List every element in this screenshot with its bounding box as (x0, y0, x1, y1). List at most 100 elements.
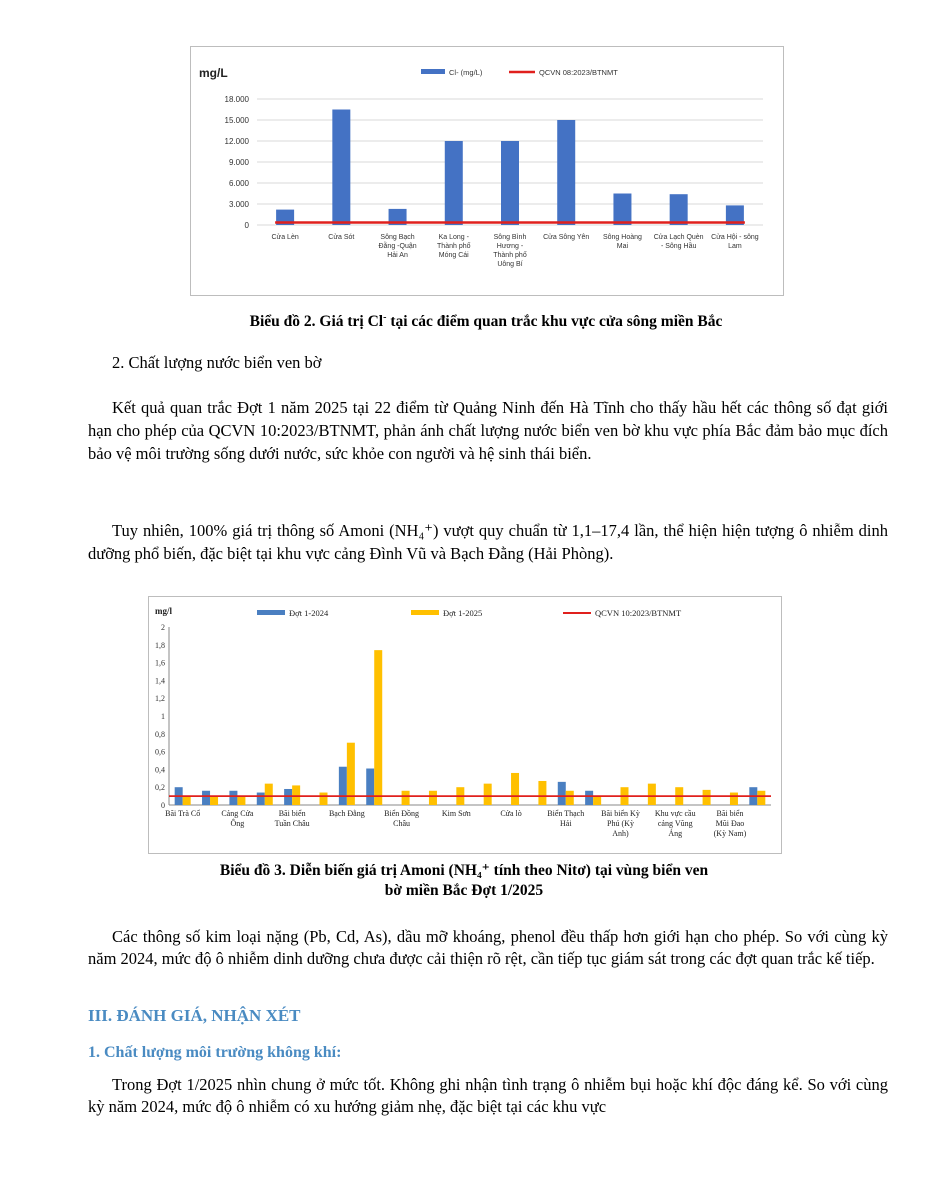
y-tick-label: 1,2 (155, 694, 165, 703)
section3-heading: III. ĐÁNH GIÁ, NHẬN XÉT (88, 1006, 301, 1025)
chart1-caption: Biểu đồ 2. Giá trị Cl- tại các điểm quan… (190, 312, 782, 331)
category-label: Bãi biển (717, 809, 744, 818)
y-tick-label: 1 (161, 712, 165, 721)
bar-2025 (237, 796, 246, 805)
category-label: Áng (668, 828, 682, 838)
y-axis-label: mg/l (155, 606, 172, 616)
bar-2025 (374, 650, 383, 805)
category-label: Hải An (387, 252, 408, 259)
ammonium-chart-svg: mg/l 0 0,2 0,4 0,6 0,8 1 1,2 1,4 1,6 1,8 2 Đợt 1-202… (155, 606, 771, 838)
cl-bar (388, 208, 407, 225)
section2-title: 2. Chất lượng nước biển ven bờ (112, 353, 322, 372)
bar-2025 (538, 780, 547, 805)
legend-label-cl: Cl- (mg/L) (449, 68, 483, 77)
paragraph-4: Trong Đợt 1/2025 nhìn chung ở mức tốt. K… (88, 1074, 888, 1118)
y-tick-label: 12.000 (225, 137, 250, 146)
paragraph-3: Các thông số kim loại nặng (Pb, Cd, As),… (88, 926, 888, 970)
legend-swatch-2025 (411, 610, 439, 615)
chart1-caption-sup: - (383, 312, 387, 323)
category-label: Anh) (612, 829, 629, 838)
category-label: Thành phố (437, 241, 471, 250)
y-tick-label: 18.000 (225, 95, 250, 104)
paragraph-1-text: Kết quả quan trắc Đợt 1 năm 2025 tại 22 … (88, 398, 888, 463)
category-label: Kim Sơn (442, 809, 471, 818)
y-tick-label: 1,6 (155, 659, 165, 668)
ammonium-chart: mg/l 0 0,2 0,4 0,6 0,8 1 1,2 1,4 1,6 1,8 2 Đợt 1-202… (148, 596, 782, 854)
y-tick-label: 15.000 (225, 116, 250, 125)
cl-bar (444, 141, 463, 225)
category-label: Bãi biển Kỳ (601, 809, 640, 818)
bar-2024 (256, 792, 265, 805)
cl-bar (613, 193, 632, 225)
category-label: Tuần Châu (275, 819, 310, 828)
bar-2025 (428, 790, 437, 805)
cl-bar (557, 120, 576, 225)
category-label: Phú (Kỳ (607, 819, 634, 828)
category-label: Mũi Đao (716, 819, 745, 828)
bar-2024 (202, 790, 211, 805)
category-label: Biển Thạch (547, 809, 584, 818)
cl-bar (669, 194, 688, 225)
bar-2025 (565, 790, 574, 805)
category-label: Uông Bí (497, 261, 522, 268)
bar-2025 (593, 796, 602, 805)
bar-2025 (729, 792, 738, 805)
legend-label-2024: Đợt 1-2024 (289, 608, 329, 618)
bar-2025 (182, 796, 191, 805)
category-label: Mai (617, 243, 629, 250)
legend-swatch-cl (421, 69, 445, 74)
bar-2025 (702, 789, 711, 805)
chloride-chart: mg/L 0 3.000 6.000 9.000 12.000 15.000 18.000 Cl… (190, 46, 784, 296)
category-label: Thành phố (493, 250, 527, 259)
y-tick-label: 0,8 (155, 730, 165, 739)
bar-2025 (647, 783, 656, 805)
bar-2024 (338, 766, 347, 805)
legend-label-qcvn: QCVN 10:2023/BTNMT (595, 608, 682, 618)
category-label: Sông Hoàng (603, 234, 642, 241)
legend-label-qcvn: QCVN 08:2023/BTNMT (539, 68, 618, 77)
category-label: Cửa Sót (328, 233, 354, 241)
y-tick-label: 6.000 (229, 179, 250, 188)
category-label: Đằng -Quận (378, 241, 416, 250)
y-tick-label: 0 (161, 801, 165, 810)
paragraph-1: Kết quả quan trắc Đợt 1 năm 2025 tại 22 … (88, 396, 888, 465)
paragraph-4-text: Trong Đợt 1/2025 nhìn chung ở mức tốt. K… (88, 1075, 888, 1116)
bar-2024 (557, 781, 566, 805)
chart2-caption-line2: bờ miền Bắc Đợt 1/2025 (384, 882, 544, 899)
legend-label-2025: Đợt 1-2025 (443, 608, 482, 618)
category-label: Cửa Sông Yên (543, 233, 589, 241)
cl-bar (725, 205, 744, 225)
category-label: (Kỳ Nam) (714, 829, 747, 838)
bar-2024 (229, 790, 238, 805)
y-tick-label: 0,6 (155, 748, 165, 757)
category-label: Cảng Cửa (221, 809, 254, 818)
bar-2024 (366, 768, 375, 805)
cl-bar (332, 109, 351, 225)
category-label: Ka Long - (439, 234, 470, 241)
category-label: Hải (560, 819, 572, 828)
bar-2025 (346, 742, 355, 805)
category-label: Khu vực cầu (655, 809, 696, 818)
category-label: Bãi biển (279, 809, 306, 818)
category-label: Sông Bạch (380, 234, 414, 241)
y-tick-label: 0,4 (155, 765, 165, 774)
bar-2025 (483, 783, 492, 805)
y-tick-label: 1,8 (155, 641, 165, 650)
bar-2025 (264, 783, 273, 805)
category-label: cảng Vũng (658, 819, 693, 828)
bar-2025 (319, 792, 328, 805)
category-label: Sông Bình (494, 234, 527, 241)
paragraph-3-text: Các thông số kim loại nặng (Pb, Cd, As),… (88, 927, 888, 968)
y-tick-label: 0 (245, 221, 250, 230)
bar-2025 (511, 772, 520, 805)
cl-bar (501, 141, 519, 225)
category-label: Hương - (497, 243, 524, 250)
legend-swatch-2024 (257, 610, 285, 615)
paragraph-2: Tuy nhiên, 100% giá trị thông số Amoni (… (88, 519, 888, 565)
category-label: Châu (393, 819, 410, 828)
bar-2025 (210, 796, 219, 805)
paragraph-2-text: Tuy nhiên, 100% giá trị thông số Amoni (… (88, 521, 888, 563)
category-label: - Sông Hầu (661, 241, 697, 250)
y-tick-label: 9.000 (229, 158, 250, 167)
cl-bar (276, 209, 295, 225)
